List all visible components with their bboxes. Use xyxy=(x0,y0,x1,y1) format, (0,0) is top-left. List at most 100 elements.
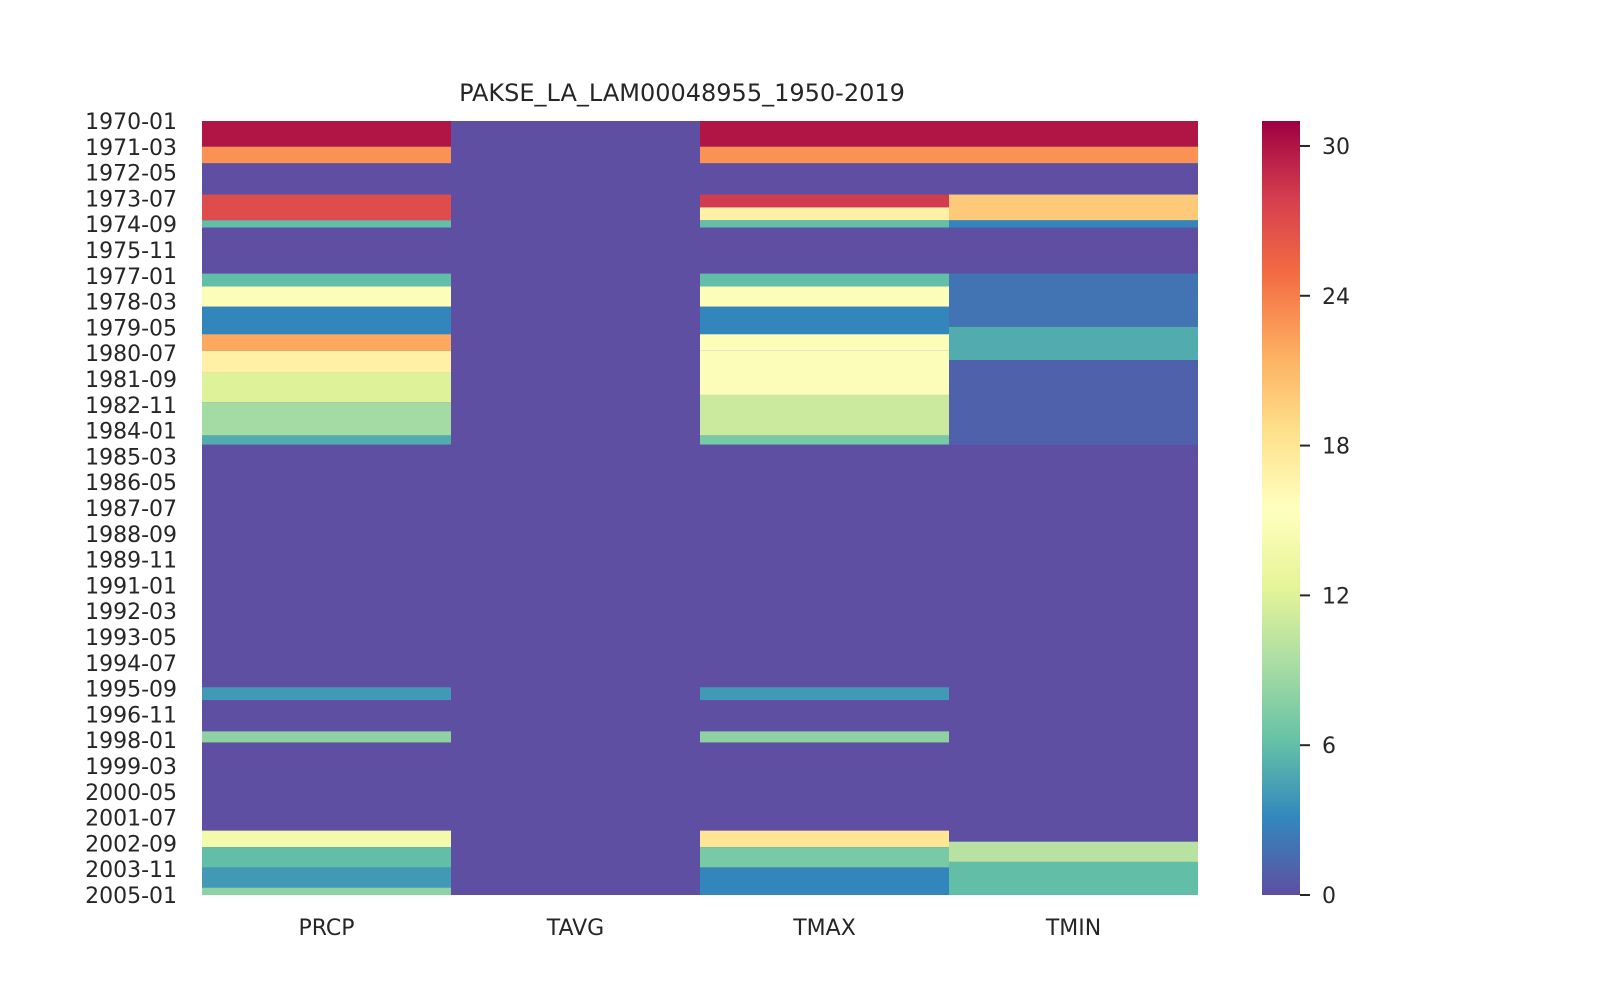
y-tick-label: 1998-01 xyxy=(85,729,177,754)
y-tick-label: 1974-09 xyxy=(85,213,177,238)
heatmap-band xyxy=(700,121,949,147)
x-tick-label: TMIN xyxy=(1045,916,1101,941)
heatmap-band xyxy=(700,306,949,335)
heatmap-band xyxy=(202,847,451,868)
heatmap-band xyxy=(202,227,451,274)
colorbar-tick-label: 0 xyxy=(1322,884,1336,909)
heatmap-band xyxy=(700,286,949,307)
y-tick-label: 1982-11 xyxy=(85,394,177,419)
heatmap-band xyxy=(949,121,1198,147)
heatmap-band xyxy=(700,207,949,221)
heatmap-band xyxy=(202,435,451,445)
heatmap-band xyxy=(949,861,1198,895)
heatmap-band xyxy=(202,731,451,743)
heatmap-band xyxy=(700,163,949,195)
heatmap-band xyxy=(202,306,451,335)
y-tick-label: 1981-09 xyxy=(85,368,177,393)
y-tick-label: 1984-01 xyxy=(85,420,177,445)
y-tick-label: 1970-01 xyxy=(85,110,177,135)
colorbar-tick-label: 30 xyxy=(1322,135,1350,160)
heatmap-band xyxy=(700,334,949,351)
heatmap-band xyxy=(700,273,949,287)
heatmap-band xyxy=(949,194,1198,221)
colorbar xyxy=(1262,121,1300,895)
heatmap-band xyxy=(700,227,949,274)
x-tick-label: TAVG xyxy=(546,916,604,941)
heatmap-band xyxy=(202,687,451,701)
heatmap-band xyxy=(949,326,1198,361)
x-tick-label: PRCP xyxy=(298,916,354,941)
y-tick-label: 1989-11 xyxy=(85,549,177,574)
heatmap-band xyxy=(949,273,1198,327)
heatmap-band xyxy=(202,163,451,195)
y-tick-label: 1985-03 xyxy=(85,445,177,470)
heatmap-band xyxy=(700,146,949,164)
y-tick-label: 1979-05 xyxy=(85,316,177,341)
colorbar-tick-label: 18 xyxy=(1322,435,1350,460)
heatmap-band xyxy=(700,830,949,848)
heatmap-band xyxy=(700,687,949,701)
y-tick-label: 2003-11 xyxy=(85,858,177,883)
heatmap-band xyxy=(700,220,949,228)
heatmap-band xyxy=(202,887,451,895)
y-tick-label: 1980-07 xyxy=(85,342,177,367)
y-tick-label: 1978-03 xyxy=(85,291,177,316)
heatmap-band xyxy=(949,220,1198,228)
heatmap-band xyxy=(700,867,949,895)
chart-title: PAKSE_LA_LAM00048955_1950-2019 xyxy=(459,79,905,107)
heatmap-band xyxy=(700,194,949,208)
y-tick-label: 1975-11 xyxy=(85,239,177,264)
heatmap-band xyxy=(202,286,451,307)
y-tick-label: 1991-01 xyxy=(85,574,177,599)
y-tick-label: 1973-07 xyxy=(85,187,177,212)
y-tick-label: 1993-05 xyxy=(85,626,177,651)
heatmap-band xyxy=(202,350,451,373)
x-tick-label: TMAX xyxy=(792,916,856,941)
y-tick-label: 2000-05 xyxy=(85,781,177,806)
y-tick-label: 1992-03 xyxy=(85,600,177,625)
heatmap-band xyxy=(949,360,1198,445)
y-axis-tick-labels: 1970-011971-031972-051973-071974-091975-… xyxy=(85,110,177,909)
heatmap-cells xyxy=(202,121,1198,895)
y-tick-label: 1994-07 xyxy=(85,652,177,677)
heatmap-band xyxy=(700,394,949,436)
y-tick-label: 1972-05 xyxy=(85,162,177,187)
y-tick-label: 1999-03 xyxy=(85,755,177,780)
colorbar-tick-label: 12 xyxy=(1322,584,1350,609)
y-tick-label: 1988-09 xyxy=(85,523,177,548)
y-tick-label: 1977-01 xyxy=(85,265,177,290)
heatmap-column-tavg xyxy=(451,121,700,895)
y-tick-label: 1987-07 xyxy=(85,497,177,522)
y-tick-label: 2002-09 xyxy=(85,832,177,857)
colorbar-tick-label: 24 xyxy=(1322,285,1350,310)
heatmap-band xyxy=(949,227,1198,274)
heatmap-band xyxy=(700,731,949,743)
heatmap-band xyxy=(202,334,451,351)
heatmap-band xyxy=(700,350,949,395)
colorbar-tick-label: 6 xyxy=(1322,734,1336,759)
heatmap-band xyxy=(700,847,949,868)
heatmap-band xyxy=(202,194,451,221)
heatmap-band xyxy=(949,146,1198,164)
y-tick-label: 1995-09 xyxy=(85,678,177,703)
heatmap-band xyxy=(949,163,1198,195)
x-axis-tick-labels: PRCP TAVG TMAX TMIN xyxy=(298,916,1101,941)
y-tick-label: 1971-03 xyxy=(85,136,177,161)
y-tick-label: 1996-11 xyxy=(85,703,177,728)
y-tick-label: 2001-07 xyxy=(85,807,177,832)
heatmap-band xyxy=(202,273,451,287)
heatmap-band xyxy=(202,146,451,164)
heatmap-band xyxy=(202,830,451,848)
y-tick-label: 2005-01 xyxy=(85,884,177,909)
heatmap-band xyxy=(202,867,451,888)
heatmap-band xyxy=(202,121,451,147)
heatmap-band xyxy=(202,372,451,403)
heatmap-band xyxy=(700,435,949,445)
heatmap-band xyxy=(202,402,451,436)
colorbar-ticks: 0 6 12 18 24 30 xyxy=(1300,135,1350,909)
y-tick-label: 1986-05 xyxy=(85,471,177,496)
heatmap-band xyxy=(202,220,451,228)
heatmap-band xyxy=(949,841,1198,862)
